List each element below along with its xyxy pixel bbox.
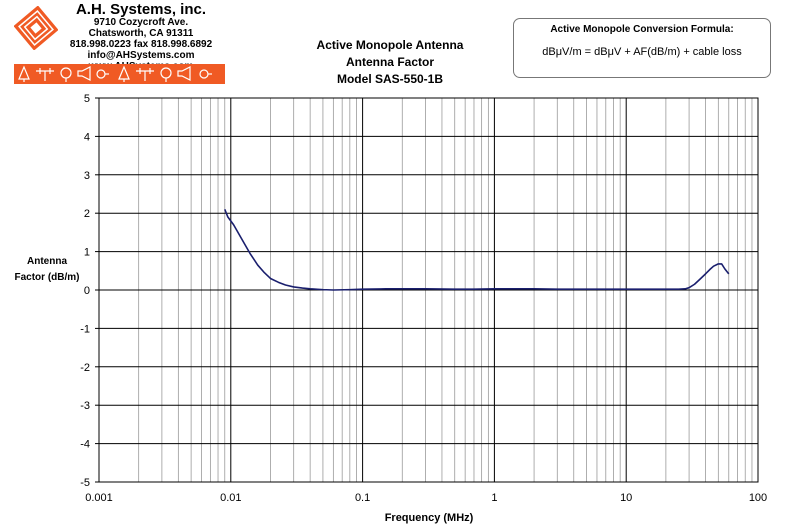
company-phone: 818.998.0223 fax 818.998.6892 [69, 39, 213, 50]
y-tick-label: 1 [84, 247, 90, 259]
x-tick-label: 0.01 [220, 492, 241, 504]
y-tick-label: 5 [84, 93, 90, 105]
y-tick-label: -2 [80, 362, 90, 374]
x-tick-label: 10 [620, 492, 632, 504]
company-info: A.H. Systems, inc. 9710 Cozycroft Ave. C… [14, 2, 214, 72]
formula-title: Active Monopole Conversion Formula: [550, 24, 734, 35]
y-axis-label-line-1: Antenna [27, 256, 67, 267]
chart-title-line-3: Model SAS-550-1B [336, 72, 444, 86]
chart-title-line-2: Antenna Factor [345, 55, 434, 69]
loop-antenna-icon [160, 67, 172, 82]
horn-antenna-icon [177, 66, 191, 81]
y-axis-label-line-2: Factor (dB/m) [14, 272, 80, 283]
tree-antenna-icon [18, 65, 30, 82]
conversion-formula-box: Active Monopole Conversion Formula: dBμV… [513, 18, 771, 78]
chart-title: Active Monopole Antenna Antenna Factor M… [280, 37, 500, 88]
dipole-antenna-icon [136, 68, 154, 81]
y-tick-labels: 5 4 3 2 1 0 -1 -2 -3 -4 -5 [80, 93, 90, 489]
x-tick-label: 0.1 [355, 492, 370, 504]
tree-antenna-icon [118, 65, 130, 82]
company-city: Chatsworth, CA 91311 [88, 28, 194, 39]
y-tick-label: 3 [84, 170, 90, 182]
y-tick-label: -4 [80, 439, 90, 451]
x-tick-label: 1 [491, 492, 497, 504]
x-axis-label: Frequency (MHz) [384, 512, 474, 524]
loop-antenna-icon [60, 67, 72, 82]
x-tick-label: 0.001 [85, 492, 113, 504]
ah-systems-logo [14, 6, 58, 50]
probe-antenna-icon [96, 69, 109, 79]
antenna-factor-line [224, 209, 730, 291]
horn-antenna-icon [77, 66, 91, 81]
dipole-antenna-icon [36, 68, 54, 81]
y-tick-label: 0 [84, 285, 90, 297]
y-tick-label: 4 [84, 131, 90, 143]
y-tick-label: -1 [80, 323, 90, 335]
x-tick-label: 100 [749, 492, 767, 504]
y-tick-label: -3 [80, 400, 90, 412]
antenna-icons-banner [14, 64, 225, 84]
chart-title-line-1: Active Monopole Antenna [316, 38, 464, 52]
company-address: 9710 Cozycroft Ave. [93, 17, 189, 28]
y-axis-label: Antenna Factor (dB/m) [2, 254, 92, 286]
plot-frame [98, 97, 759, 483]
probe-antenna-icon [199, 69, 212, 79]
y-tick-label: -5 [80, 477, 90, 489]
formula-text: dBμV/m = dBμV + AF(dB/m) + cable loss [542, 46, 742, 58]
y-tick-label: 2 [84, 208, 90, 220]
company-name: A.H. Systems, inc. [75, 1, 207, 18]
x-tick-labels: 0.001 0.01 0.1 1 10 100 [85, 492, 767, 504]
